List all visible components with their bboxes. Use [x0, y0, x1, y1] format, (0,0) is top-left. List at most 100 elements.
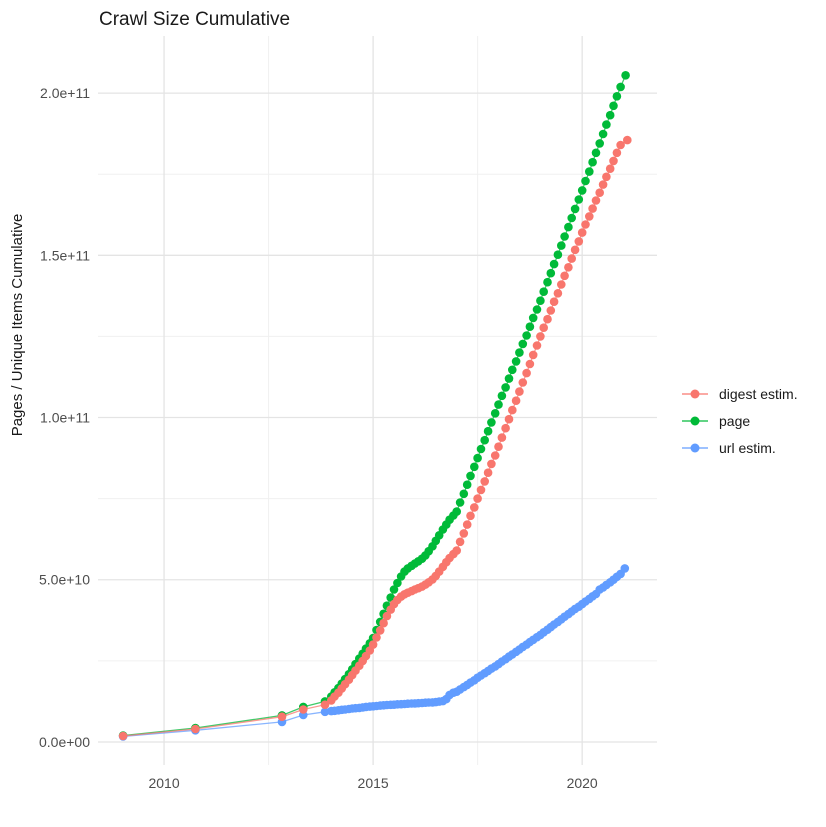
data-point-digest-estim — [585, 212, 594, 221]
data-point-digest-estim — [501, 423, 510, 433]
data-point-digest-estim — [605, 164, 615, 173]
data-point-page — [539, 287, 548, 297]
data-point-digest-estim — [598, 180, 608, 189]
data-point-page — [494, 400, 503, 409]
data-point-digest-estim — [581, 220, 590, 229]
data-point-page — [515, 348, 524, 357]
x-axis-tick-label: 2015 — [358, 775, 389, 791]
data-point-page — [393, 578, 402, 588]
data-point-url-estim — [320, 707, 330, 717]
data-point-digest-estim — [483, 468, 493, 478]
legend-key-point-digest-estim — [690, 389, 700, 399]
data-point-page — [570, 204, 580, 214]
data-point-digest-estim — [459, 529, 469, 538]
data-point-digest-estim — [518, 378, 528, 387]
data-point-digest-estim — [515, 387, 524, 396]
data-point-page — [553, 250, 563, 259]
data-point-page — [546, 268, 556, 278]
data-point-page — [528, 313, 538, 323]
data-point-digest-estim — [191, 724, 200, 734]
data-point-page — [452, 507, 462, 516]
x-axis-tick-labels: 2010 2015 2020 — [148, 775, 597, 791]
data-point-page — [560, 232, 569, 241]
data-point-digest-estim — [470, 503, 479, 512]
data-point-page — [598, 129, 608, 139]
data-point-page — [543, 277, 552, 287]
data-point-digest-estim — [567, 254, 576, 263]
data-point-digest-estim — [549, 297, 559, 307]
data-point-page — [525, 322, 535, 332]
data-point-digest-estim — [511, 396, 521, 406]
data-point-digest-estim — [494, 442, 503, 452]
legend-item-url-estim: url estim. — [682, 440, 776, 456]
data-point-page — [470, 462, 479, 472]
data-point-digest-estim — [320, 700, 330, 709]
data-point-digest-estim — [473, 494, 482, 503]
data-point-page — [605, 110, 615, 120]
data-point-digest-estim — [504, 414, 514, 424]
y-axis-tick-labels: 0.0e+00 5.0e+10 1.0e+11 1.5e+11 2.0e+11 — [39, 85, 90, 750]
data-point-digest-estim — [379, 618, 388, 628]
data-point-digest-estim — [591, 196, 601, 205]
y-axis-tick-label: 1.5e+11 — [40, 247, 90, 263]
chart-title: Crawl Size Cumulative — [99, 9, 290, 30]
y-axis-tick-label: 1.0e+11 — [40, 410, 90, 426]
data-point-page — [487, 418, 496, 427]
data-point-digest-estim — [602, 172, 611, 182]
data-point-digest-estim — [577, 228, 587, 237]
legend: digest estim. page url estim. — [682, 386, 798, 456]
data-point-page — [501, 383, 510, 392]
data-point-page — [609, 101, 618, 111]
data-point-digest-estim — [574, 237, 584, 246]
legend-item-label: url estim. — [719, 440, 776, 456]
series-line-url-estim — [123, 568, 626, 738]
data-point-page — [595, 139, 604, 148]
data-point-digest-estim — [609, 156, 618, 166]
data-point-digest-estim — [543, 314, 552, 324]
data-point-page — [616, 82, 625, 92]
data-point-digest-estim — [525, 359, 535, 369]
y-axis-tick-label: 0.0e+00 — [39, 734, 90, 750]
data-point-digest-estim — [616, 140, 625, 150]
data-point-digest-estim — [480, 477, 490, 486]
gridlines-minor — [98, 36, 657, 765]
data-point-page — [483, 426, 493, 436]
legend-key-point-page — [690, 416, 700, 426]
series-digest-estim — [118, 135, 632, 741]
data-point-digest-estim — [522, 368, 531, 378]
data-point-page — [602, 120, 611, 129]
legend-key-point-url-estim — [690, 443, 700, 453]
y-axis-tick-label: 5.0e+10 — [39, 572, 90, 588]
data-point-digest-estim — [382, 611, 392, 621]
data-point-digest-estim — [595, 188, 604, 197]
data-point-digest-estim — [375, 626, 385, 635]
data-point-page — [508, 365, 517, 375]
y-axis-tick-label: 2.0e+11 — [40, 85, 90, 101]
data-point-page — [621, 71, 630, 80]
data-point-digest-estim — [452, 546, 462, 555]
data-point-page — [591, 148, 601, 158]
data-point-digest-estim — [528, 350, 538, 360]
data-point-page — [462, 480, 472, 490]
data-point-page — [557, 241, 566, 250]
data-point-page — [532, 305, 542, 314]
data-point-digest-estim — [497, 433, 507, 442]
data-point-page — [581, 176, 590, 186]
data-point-page — [522, 331, 531, 340]
data-point-digest-estim — [539, 323, 548, 333]
data-point-page — [536, 296, 545, 306]
data-point-page — [476, 444, 486, 454]
data-point-page — [455, 498, 465, 507]
data-point-page — [386, 593, 396, 602]
data-point-digest-estim — [455, 537, 465, 547]
data-point-page — [588, 157, 597, 167]
data-point-digest-estim — [490, 451, 500, 460]
x-axis-tick-label: 2020 — [567, 775, 598, 791]
data-point-digest-estim — [612, 148, 622, 158]
legend-item-page: page — [682, 413, 750, 429]
data-point-digest-estim — [118, 731, 128, 741]
data-point-digest-estim — [560, 271, 569, 281]
data-point-digest-estim — [570, 245, 580, 255]
